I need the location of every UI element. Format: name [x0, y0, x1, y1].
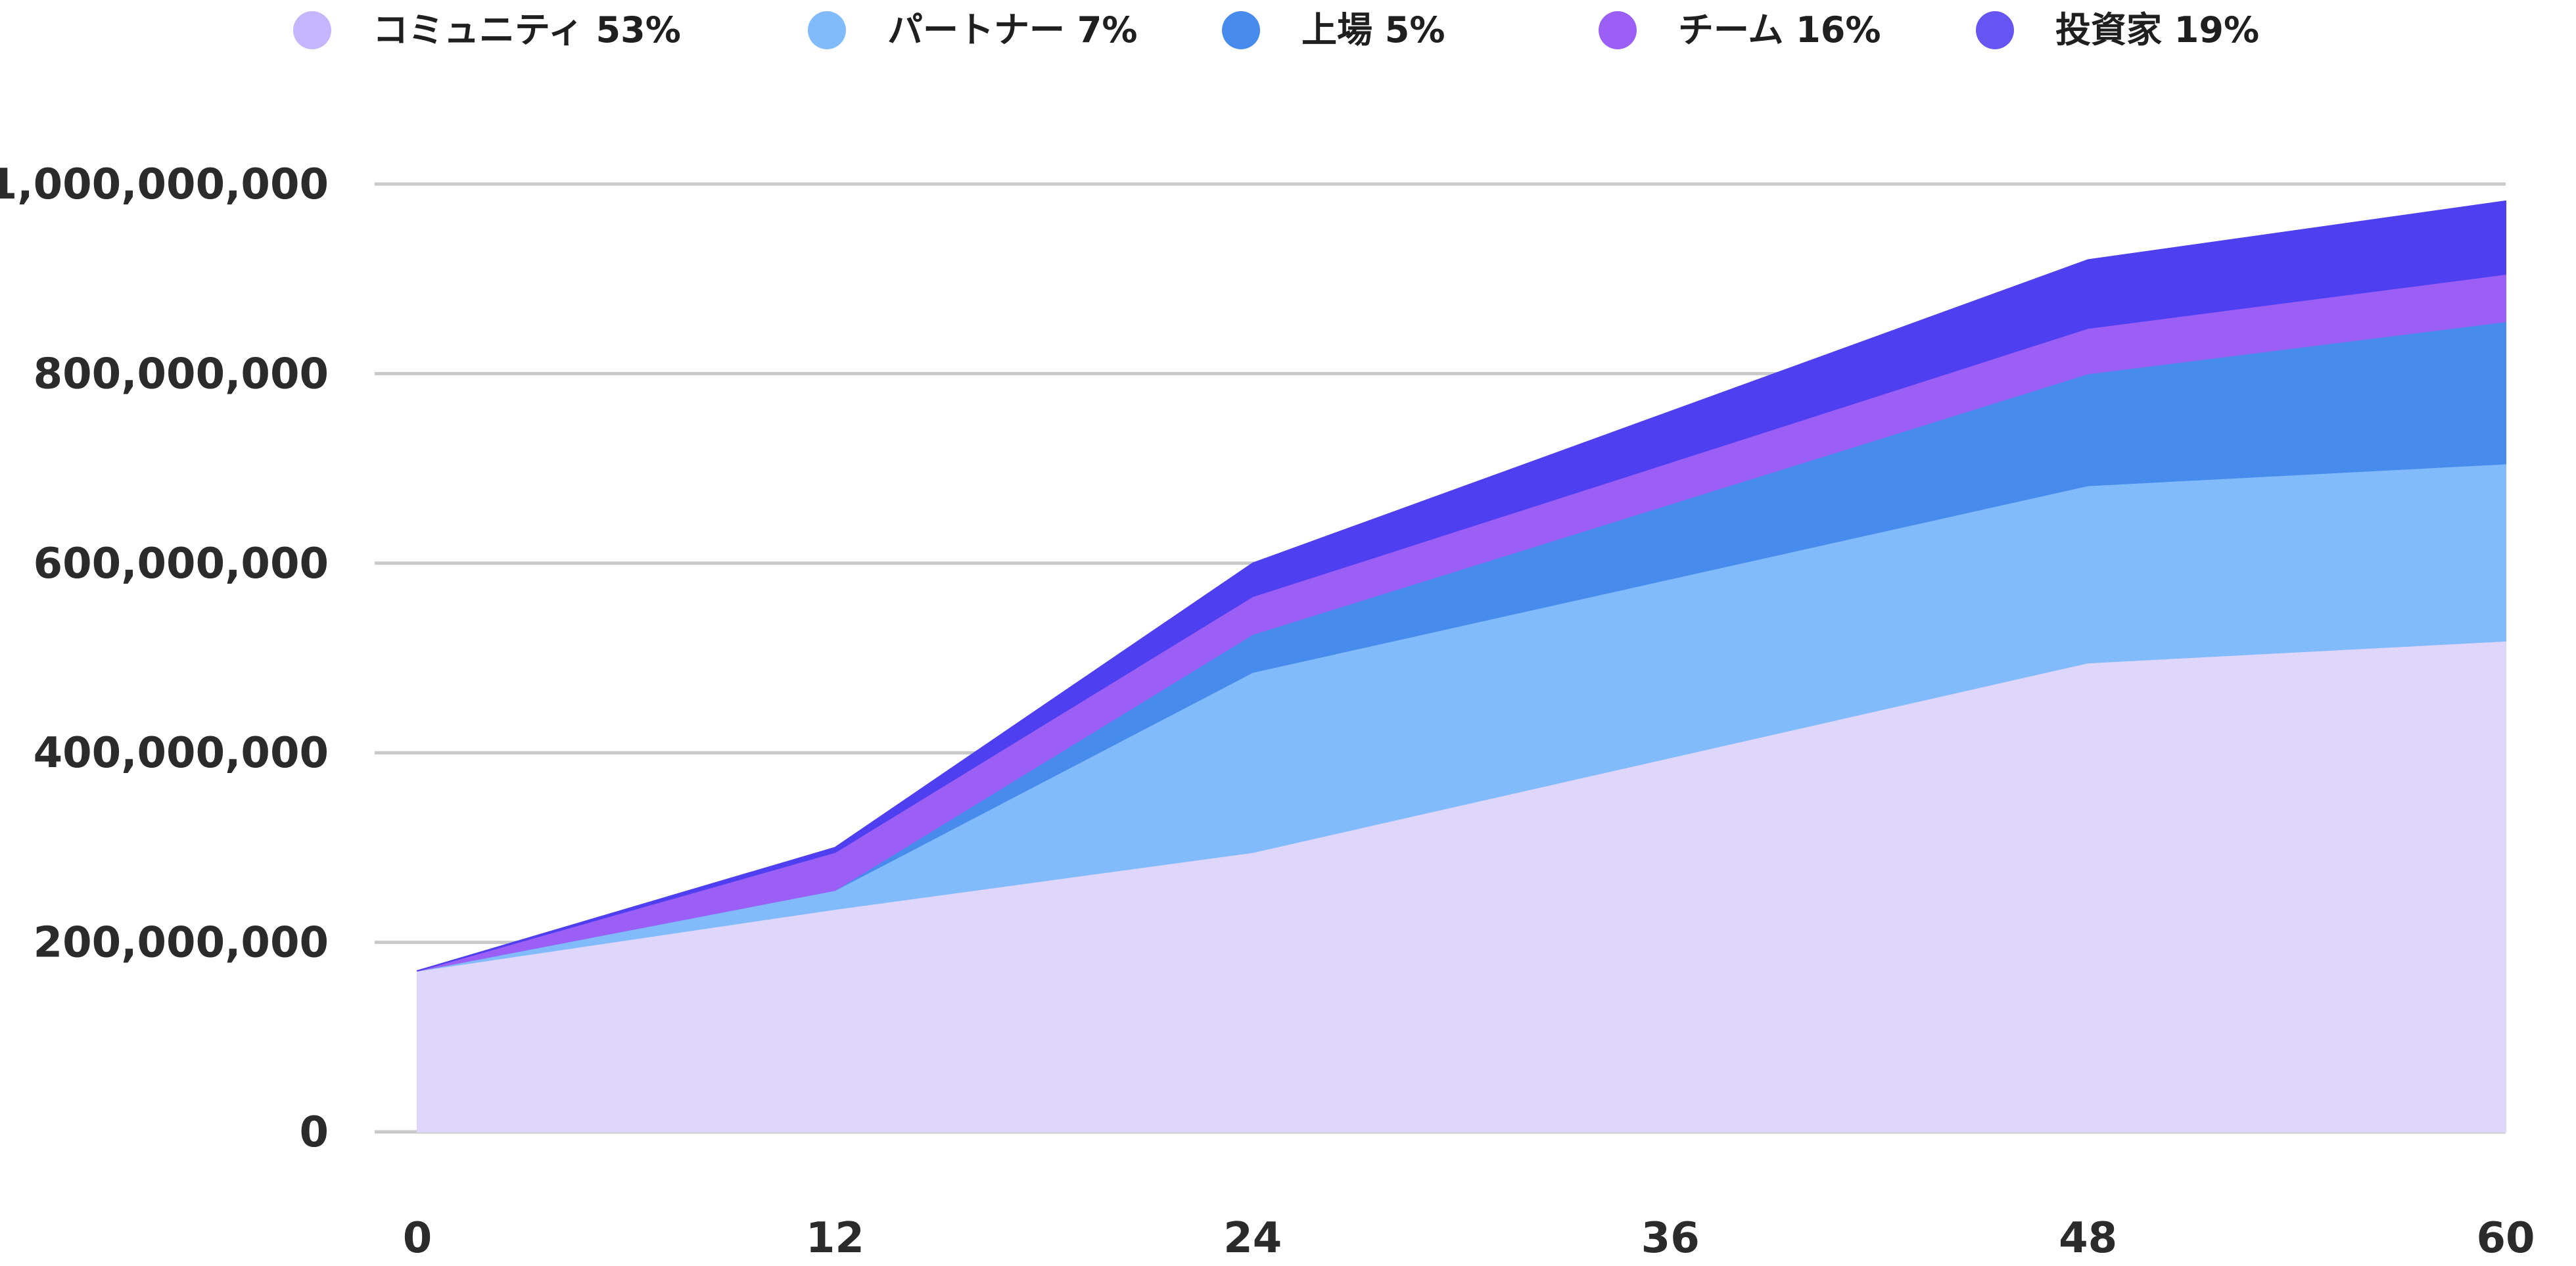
x-tick-label-5: 60 [2476, 1214, 2535, 1263]
y-tick-label-4: 800,000,000 [34, 350, 329, 398]
legend-swatch-1 [808, 11, 846, 49]
legend-swatch-0 [293, 11, 331, 49]
legend-item-1: パートナー 7% [808, 9, 1137, 51]
legend-label-3: チーム 16% [1678, 9, 1881, 51]
legend-label-4: 投資家 19% [2055, 9, 2259, 51]
x-tick-label-2: 24 [1223, 1214, 1282, 1263]
legend-label-2: 上場 5% [1301, 9, 1445, 51]
y-tick-label-5: 1,000,000,000 [0, 160, 329, 209]
legend-swatch-4 [1976, 11, 2014, 49]
y-tick-label-1: 200,000,000 [34, 919, 329, 968]
legend: コミュニティ 53% パートナー 7% 上場 5% チーム 16% 投資家 19% [293, 9, 2259, 51]
legend-item-3: チーム 16% [1599, 9, 1881, 51]
y-tick-label-3: 600,000,000 [34, 540, 329, 588]
y-tick-label-0: 0 [299, 1108, 329, 1157]
area-series-4 [417, 200, 2506, 972]
y-axis-tick-labels: 0 200,000,000 400,000,000 600,000,000 800,00… [0, 160, 329, 1157]
legend-swatch-2 [1222, 11, 1260, 49]
x-tick-label-1: 12 [806, 1214, 864, 1263]
x-tick-label-4: 48 [2059, 1214, 2117, 1263]
x-tick-label-3: 36 [1641, 1214, 1700, 1263]
legend-item-0: コミュニティ 53% [293, 9, 681, 51]
legend-label-0: コミュニティ 53% [373, 9, 681, 51]
x-axis-tick-labels: 0 12 24 36 48 60 [403, 1214, 2535, 1263]
legend-item-2: 上場 5% [1222, 9, 1445, 51]
x-tick-label-0: 0 [403, 1214, 433, 1263]
legend-item-4: 投資家 19% [1976, 9, 2259, 51]
y-tick-label-2: 400,000,000 [34, 729, 329, 778]
legend-swatch-3 [1599, 11, 1637, 49]
series-areas [417, 200, 2506, 1133]
legend-label-1: パートナー 7% [887, 9, 1137, 51]
